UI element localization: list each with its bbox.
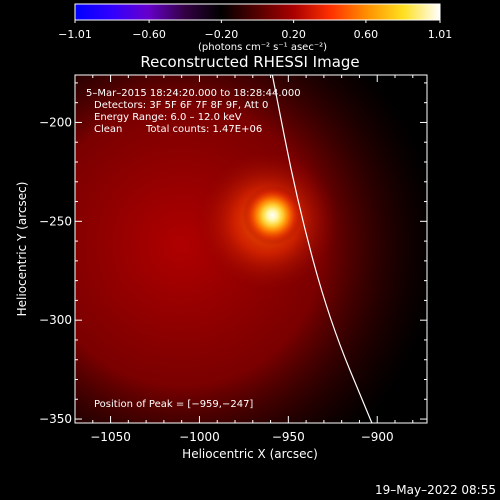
y-axis-label: Heliocentric Y (arcsec): [15, 182, 29, 317]
annotation-energy-range: Energy Range: 6.0 – 12.0 keV: [94, 112, 242, 123]
annotation-total-counts: Total counts: 1.47E+06: [145, 124, 262, 135]
solar-limb-curve: [271, 75, 373, 423]
colorbar-units-label: (photons cm⁻² s⁻¹ asec⁻²): [198, 42, 327, 53]
heatmap-image: [75, 75, 427, 423]
chart-title: Reconstructed RHESSI Image: [140, 53, 359, 71]
colorbar: [74, 3, 441, 21]
x-tick-label: −1050: [90, 430, 131, 444]
x-axis-label: Heliocentric X (arcsec): [182, 447, 318, 461]
footer-timestamp: 19–May–2022 08:55: [375, 483, 496, 497]
colorbar-tick-label: 0.20: [281, 28, 306, 41]
colorbar-tick-label: −0.20: [205, 28, 239, 41]
plot-frame: [74, 74, 428, 424]
colorbar-tick-label: 1.01: [428, 28, 453, 41]
y-axis-ticks: −200 −250 −300 −350: [39, 82, 427, 426]
annotation-time-range: 5–Mar–2015 18:24:20.000 to 18:28:44.000: [86, 88, 301, 99]
annotation-method: Clean: [94, 124, 122, 135]
heatmap-source: [242, 185, 303, 246]
x-tick-label: −950: [272, 430, 305, 444]
annotation-peak-position: Position of Peak = [−959,−247]: [94, 399, 253, 410]
y-tick-label: −300: [39, 313, 72, 327]
annotation-detectors: Detectors: 3F 5F 6F 7F 8F 9F, Att 0: [94, 100, 268, 111]
y-tick-label: −250: [39, 214, 72, 228]
annotations: 5–Mar–2015 18:24:20.000 to 18:28:44.000 …: [86, 88, 301, 410]
x-axis-ticks: −1050 −1000 −950 −900: [90, 75, 414, 444]
x-tick-label: −900: [361, 430, 394, 444]
colorbar-tick-label: 0.60: [354, 28, 379, 41]
y-tick-label: −200: [39, 115, 72, 129]
colorbar-ticks: −1.01 −0.60 −0.20 0.20 0.60 1.01: [58, 20, 452, 41]
colorbar-tick-label: −0.60: [132, 28, 166, 41]
colorbar-tick-label: −1.01: [58, 28, 92, 41]
x-tick-label: −1000: [179, 430, 220, 444]
y-tick-label: −350: [39, 412, 72, 426]
